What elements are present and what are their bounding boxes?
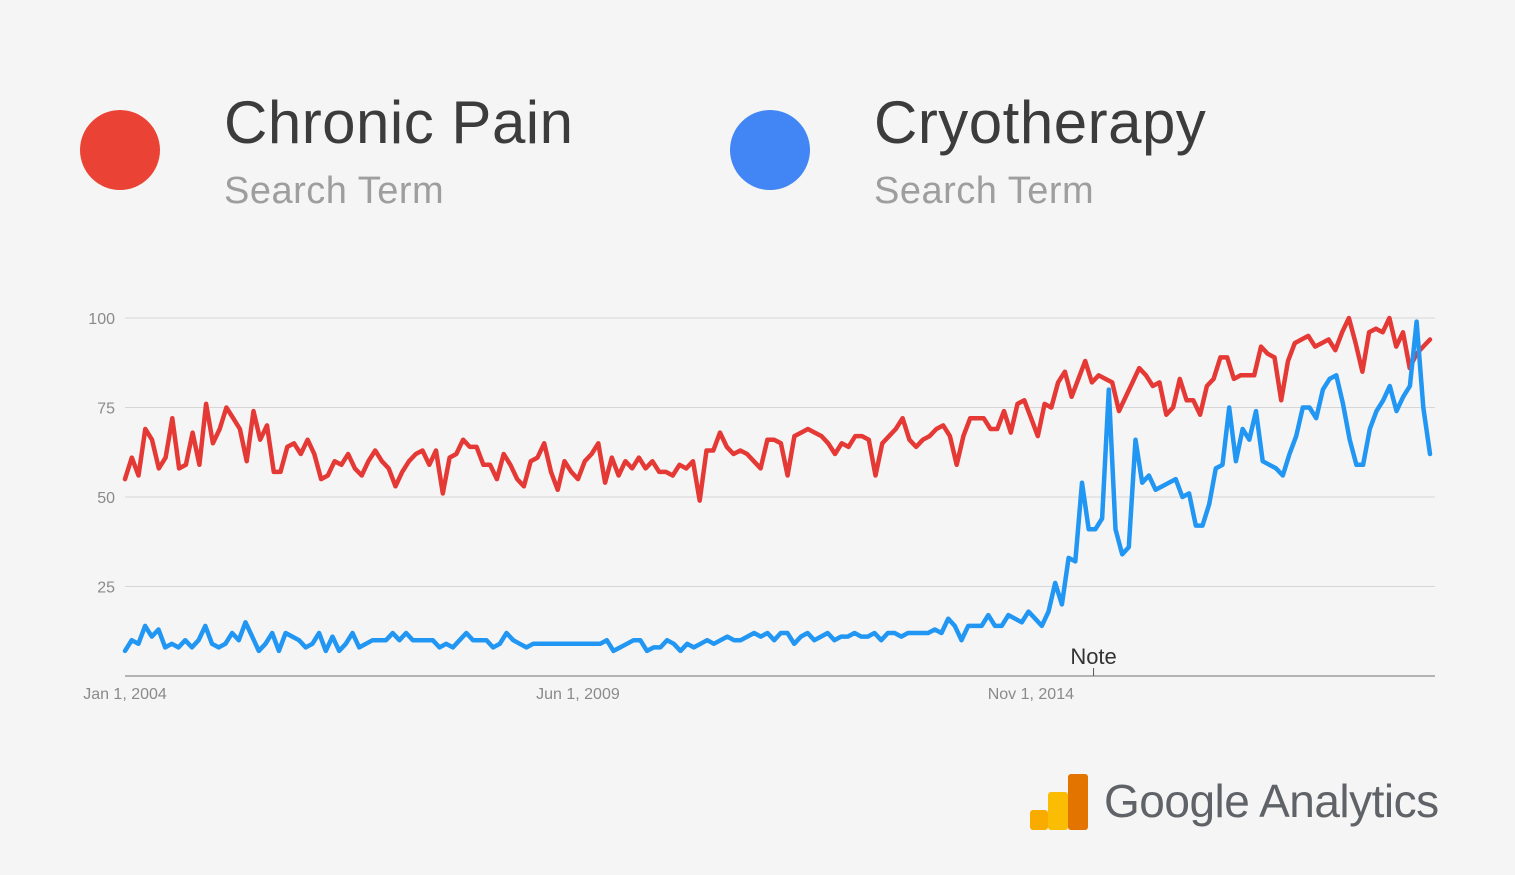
y-tick-label: 75 — [97, 401, 115, 418]
series-line-cryotherapy — [122, 319, 1433, 654]
legend-subtitle-cryotherapy: Search Term — [874, 170, 1095, 212]
chart-grid — [125, 317, 1435, 677]
y-tick-label: 100 — [88, 311, 115, 328]
legend-title-chronic-pain: Chronic Pain — [224, 89, 574, 156]
x-axis-ticks: Jan 1, 2004 Jun 1, 2009 Nov 1, 2014 — [83, 686, 1074, 703]
legend-dot-chronic-pain — [80, 110, 160, 190]
annotation-note-label[interactable]: Note — [1070, 644, 1116, 669]
y-tick-label: 25 — [97, 580, 115, 597]
legend-subtitle-chronic-pain: Search Term — [224, 170, 445, 212]
x-tick-label: Nov 1, 2014 — [988, 686, 1074, 703]
y-tick-label: 50 — [97, 490, 115, 507]
y-axis-ticks: 25 50 75 100 — [88, 311, 115, 597]
google-analytics-bars-icon — [1030, 774, 1088, 830]
series-line-chronic-pain — [122, 315, 1433, 503]
chart-annotation: Note — [1070, 644, 1117, 676]
x-tick-label: Jan 1, 2004 — [83, 686, 167, 703]
chart-series — [122, 315, 1433, 654]
legend-dot-cryotherapy — [730, 110, 810, 190]
legend-title-cryotherapy: Cryotherapy — [874, 89, 1207, 156]
x-tick-label: Jun 1, 2009 — [536, 686, 620, 703]
brand-text: Google Analytics — [1104, 775, 1439, 827]
trend-line-chart: 25 50 75 100 Jan 1, 2004 Jun 1, 2009 Nov 1, 2… — [83, 311, 1435, 703]
